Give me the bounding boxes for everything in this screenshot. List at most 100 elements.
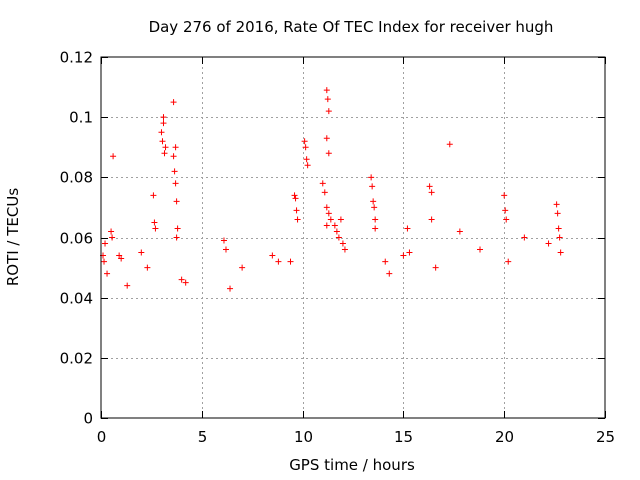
data-point: [227, 285, 234, 292]
data-point: [428, 216, 435, 223]
data-point: [304, 162, 311, 169]
x-tick-label: 10: [294, 428, 313, 446]
y-tick-label: 0.08: [60, 169, 93, 187]
data-point: [325, 150, 332, 157]
data-point: [503, 216, 510, 223]
data-point: [323, 222, 330, 229]
data-point: [333, 228, 340, 235]
data-point: [171, 168, 178, 175]
data-point: [324, 96, 331, 103]
data-point: [144, 264, 151, 271]
data-point: [323, 87, 330, 94]
x-axis-label: GPS time / hours: [289, 456, 415, 474]
data-point: [116, 252, 123, 259]
data-point: [110, 153, 117, 160]
data-point: [158, 129, 165, 136]
data-point: [303, 156, 310, 163]
data-point: [138, 249, 145, 256]
chart-title: Day 276 of 2016, Rate Of TEC Index for r…: [149, 18, 554, 36]
data-point: [301, 138, 308, 145]
data-point: [368, 174, 375, 181]
data-point: [269, 252, 276, 259]
y-tick-label: 0.04: [60, 290, 93, 308]
x-tick-label: 0: [97, 428, 107, 446]
data-point: [172, 144, 179, 151]
data-point: [239, 264, 246, 271]
data-point: [182, 279, 189, 286]
data-point: [173, 234, 180, 241]
data-point: [323, 135, 330, 142]
y-axis-label: ROTI / TECUs: [4, 188, 22, 286]
data-point: [302, 144, 309, 151]
data-point: [553, 201, 560, 208]
data-point: [521, 234, 528, 241]
data-point: [406, 249, 413, 256]
data-point: [178, 276, 185, 283]
data-point: [372, 225, 379, 232]
data-points: [100, 87, 564, 292]
data-point: [159, 138, 166, 145]
data-point: [104, 270, 111, 277]
grid-lines: [101, 57, 605, 418]
data-point: [220, 237, 227, 244]
data-point: [162, 144, 169, 151]
data-point: [160, 114, 167, 121]
data-point: [382, 258, 389, 265]
data-point: [400, 252, 407, 259]
data-point: [554, 210, 561, 217]
data-point: [432, 264, 439, 271]
data-point: [428, 189, 435, 196]
data-point: [150, 192, 157, 199]
data-point: [275, 258, 282, 265]
data-point: [102, 240, 109, 247]
data-point: [101, 258, 108, 265]
data-point: [446, 141, 453, 148]
y-tick-label: 0: [83, 410, 93, 428]
data-point: [556, 234, 563, 241]
data-point: [372, 216, 379, 223]
data-point: [323, 204, 330, 211]
data-point: [152, 225, 159, 232]
data-point: [505, 258, 512, 265]
data-point: [173, 198, 180, 205]
axis-ticks: 0 0.02 0.04 0.06 0.08 0.1 0.12 0 5 10 15 20 25: [60, 49, 615, 447]
data-point: [325, 210, 332, 217]
data-point: [426, 183, 433, 190]
data-point: [339, 240, 346, 247]
data-point: [293, 207, 300, 214]
data-point: [477, 246, 484, 253]
data-point: [501, 192, 508, 199]
data-point: [170, 99, 177, 106]
data-point: [291, 192, 298, 199]
data-point: [108, 228, 115, 235]
data-point: [321, 189, 328, 196]
data-point: [325, 108, 332, 115]
data-point: [172, 180, 179, 187]
data-point: [174, 225, 181, 232]
data-point: [404, 225, 411, 232]
data-point: [294, 216, 301, 223]
y-tick-label: 0.12: [60, 49, 93, 67]
data-point: [502, 207, 509, 214]
data-point: [337, 216, 344, 223]
data-point: [151, 219, 158, 226]
data-point: [370, 198, 377, 205]
data-point: [545, 240, 552, 247]
x-tick-label: 25: [596, 428, 615, 446]
x-tick-label: 15: [394, 428, 413, 446]
plot-frame: [100, 56, 606, 419]
data-point: [456, 228, 463, 235]
data-point: [341, 246, 348, 253]
data-point: [161, 150, 168, 157]
x-tick-label: 5: [198, 428, 208, 446]
data-point: [371, 204, 378, 211]
data-point: [555, 225, 562, 232]
data-point: [386, 270, 393, 277]
y-tick-label: 0.02: [60, 350, 93, 368]
y-tick-label: 0.1: [69, 109, 93, 127]
data-point: [109, 234, 116, 241]
data-point: [331, 222, 338, 229]
y-tick-label: 0.06: [60, 230, 93, 248]
data-point: [319, 180, 326, 187]
